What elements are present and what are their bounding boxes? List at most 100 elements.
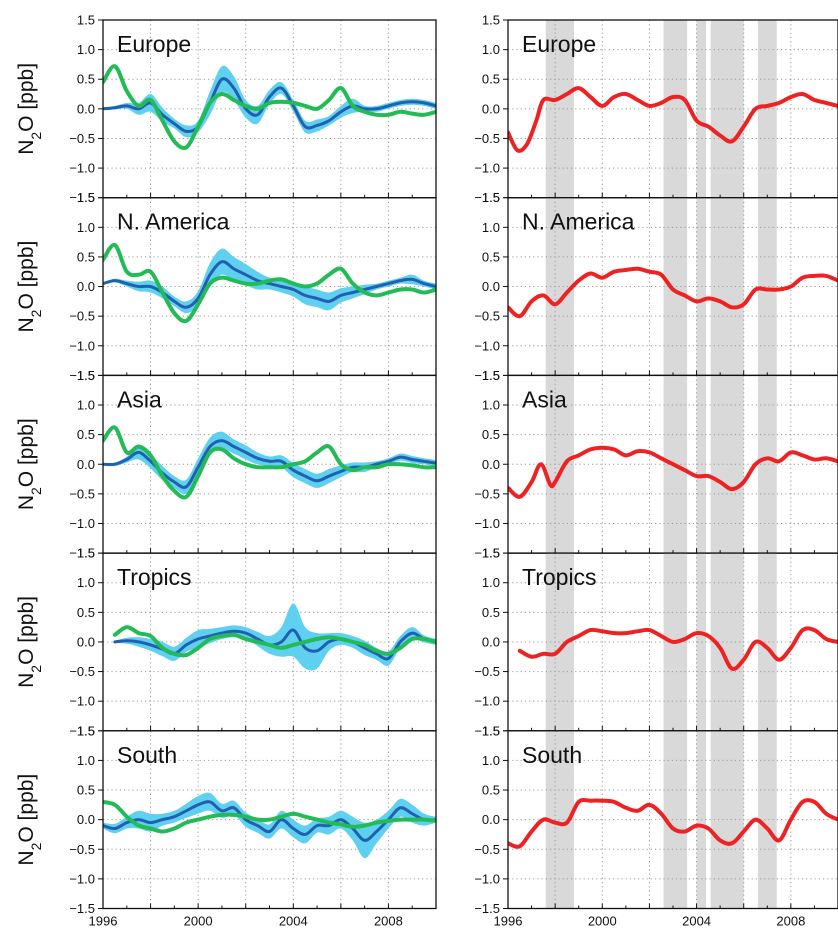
y-tick-label: −1.0 <box>474 338 500 353</box>
y-tick-label: 1.0 <box>77 220 95 235</box>
y-tick-label: 1.5 <box>482 723 500 738</box>
y-tick-label: −0.5 <box>474 309 500 324</box>
panel-left-1: 1.5 1.0 0.5 0.0 −0.5 −1.0 −1.5 N. America N2O [p… <box>15 190 437 383</box>
y-tick-label: 0.5 <box>77 783 95 798</box>
y-tick-label: −0.5 <box>474 664 500 679</box>
y-tick-label: −1.5 <box>474 190 500 205</box>
y-tick-label: −1.5 <box>69 368 95 383</box>
y-tick-label: −1.0 <box>69 516 95 531</box>
y-tick-label: 0.5 <box>482 249 500 264</box>
y-tick-label: 0.0 <box>482 101 500 116</box>
x-tick-label: 2000 <box>184 914 213 929</box>
region-label: Tropics <box>522 564 597 590</box>
panel-left-0: 1.5 1.0 0.5 0.0 −0.5 −1.0 −1.5 Europe N2O [ppb] <box>15 13 437 205</box>
y-tick-label: −1.5 <box>69 190 95 205</box>
plot-area <box>103 730 436 909</box>
y-tick-label: 0.0 <box>482 457 500 472</box>
region-label: Asia <box>522 386 567 412</box>
y-tick-label: 0.5 <box>77 72 95 87</box>
shaded-period <box>663 730 688 909</box>
region-label: South <box>117 742 177 768</box>
series-line-1 <box>103 243 436 324</box>
y-tick-label: 0.5 <box>482 783 500 798</box>
shaded-period <box>757 375 777 554</box>
series-line-0 <box>103 260 436 309</box>
y-axis-label: N2O [ppb] <box>15 63 44 155</box>
y-tick-label: −1.0 <box>474 694 500 709</box>
y-tick-label: 0.5 <box>77 427 95 442</box>
y-tick-label: −1.0 <box>474 871 500 886</box>
series-line-1 <box>103 799 436 834</box>
shaded-period <box>663 20 688 198</box>
region-label: N. America <box>522 209 635 235</box>
series-line-1 <box>103 64 436 151</box>
y-tick-label: 1.0 <box>77 575 95 590</box>
y-tick-label: −0.5 <box>69 309 95 324</box>
uncertainty-band <box>114 603 436 671</box>
plot-area <box>103 197 436 376</box>
y-tick-label: −1.5 <box>69 901 95 916</box>
plot-area <box>508 375 838 554</box>
y-tick-label: −1.0 <box>69 338 95 353</box>
y-axis-label: N2O [ppb] <box>15 596 44 688</box>
y-tick-label: 0.0 <box>77 634 95 649</box>
y-tick-label: 1.0 <box>482 42 500 57</box>
y-tick-label: 1.5 <box>77 723 95 738</box>
panel-right-1: 1.5 1.0 0.5 0.0 −0.5 −1.0 −1.5 N. America <box>474 190 838 383</box>
series-line-1 <box>103 425 436 500</box>
y-tick-label: 0.0 <box>77 812 95 827</box>
y-axis-label: N2O [ppb] <box>15 774 44 866</box>
x-tick-label: 1996 <box>494 914 523 929</box>
y-tick-label: 0.5 <box>482 427 500 442</box>
y-tick-label: 0.0 <box>77 279 95 294</box>
y-tick-label: 1.5 <box>77 368 95 383</box>
series-line-0 <box>508 797 838 849</box>
series-line-0 <box>508 266 838 319</box>
shaded-period <box>757 553 777 731</box>
y-tick-label: −1.5 <box>474 546 500 561</box>
y-tick-label: 1.0 <box>77 42 95 57</box>
y-tick-label: 1.5 <box>77 13 95 28</box>
y-tick-label: 0.0 <box>482 634 500 649</box>
uncertainty-band <box>103 431 436 495</box>
y-tick-label: 1.0 <box>77 398 95 413</box>
shaded-period <box>757 20 777 198</box>
y-tick-label: 1.5 <box>482 546 500 561</box>
y-tick-label: −0.5 <box>69 131 95 146</box>
plot-area <box>508 20 838 198</box>
plot-area <box>103 553 436 731</box>
y-tick-label: 1.5 <box>482 13 500 28</box>
x-tick-label: 1996 <box>89 914 118 929</box>
y-tick-label: −1.5 <box>69 723 95 738</box>
y-tick-label: 1.0 <box>482 220 500 235</box>
y-tick-label: 0.5 <box>482 605 500 620</box>
y-tick-label: 1.0 <box>482 398 500 413</box>
series-line-0 <box>103 800 436 842</box>
y-tick-label: 1.5 <box>77 546 95 561</box>
panel-left-2: 1.5 1.0 0.5 0.0 −0.5 −1.0 −1.5 Asia N2O [ppb] <box>15 368 437 561</box>
region-label: Europe <box>522 31 596 57</box>
shaded-period <box>663 197 688 376</box>
region-label: Asia <box>117 386 162 412</box>
x-tick-label: 2004 <box>682 914 711 929</box>
panel-right-0: 1.5 1.0 0.5 0.0 −0.5 −1.0 −1.5 Europe <box>474 13 838 205</box>
y-tick-label: 1.0 <box>77 753 95 768</box>
series-line-0 <box>517 626 838 671</box>
x-tick-label: 2008 <box>776 914 805 929</box>
y-tick-label: −0.5 <box>69 664 95 679</box>
y-axis-label: N2O [ppb] <box>15 418 44 510</box>
y-tick-label: −0.5 <box>474 486 500 501</box>
y-tick-label: −1.0 <box>69 871 95 886</box>
y-tick-label: −1.0 <box>474 161 500 176</box>
plot-area <box>508 553 838 731</box>
plot-area <box>103 375 436 554</box>
y-tick-label: −1.0 <box>69 161 95 176</box>
y-axis-label: N2O [ppb] <box>15 241 44 333</box>
series-line-1 <box>112 625 436 658</box>
x-tick-label: 2004 <box>279 914 308 929</box>
series-line-0 <box>508 445 838 499</box>
region-label: N. America <box>117 209 230 235</box>
